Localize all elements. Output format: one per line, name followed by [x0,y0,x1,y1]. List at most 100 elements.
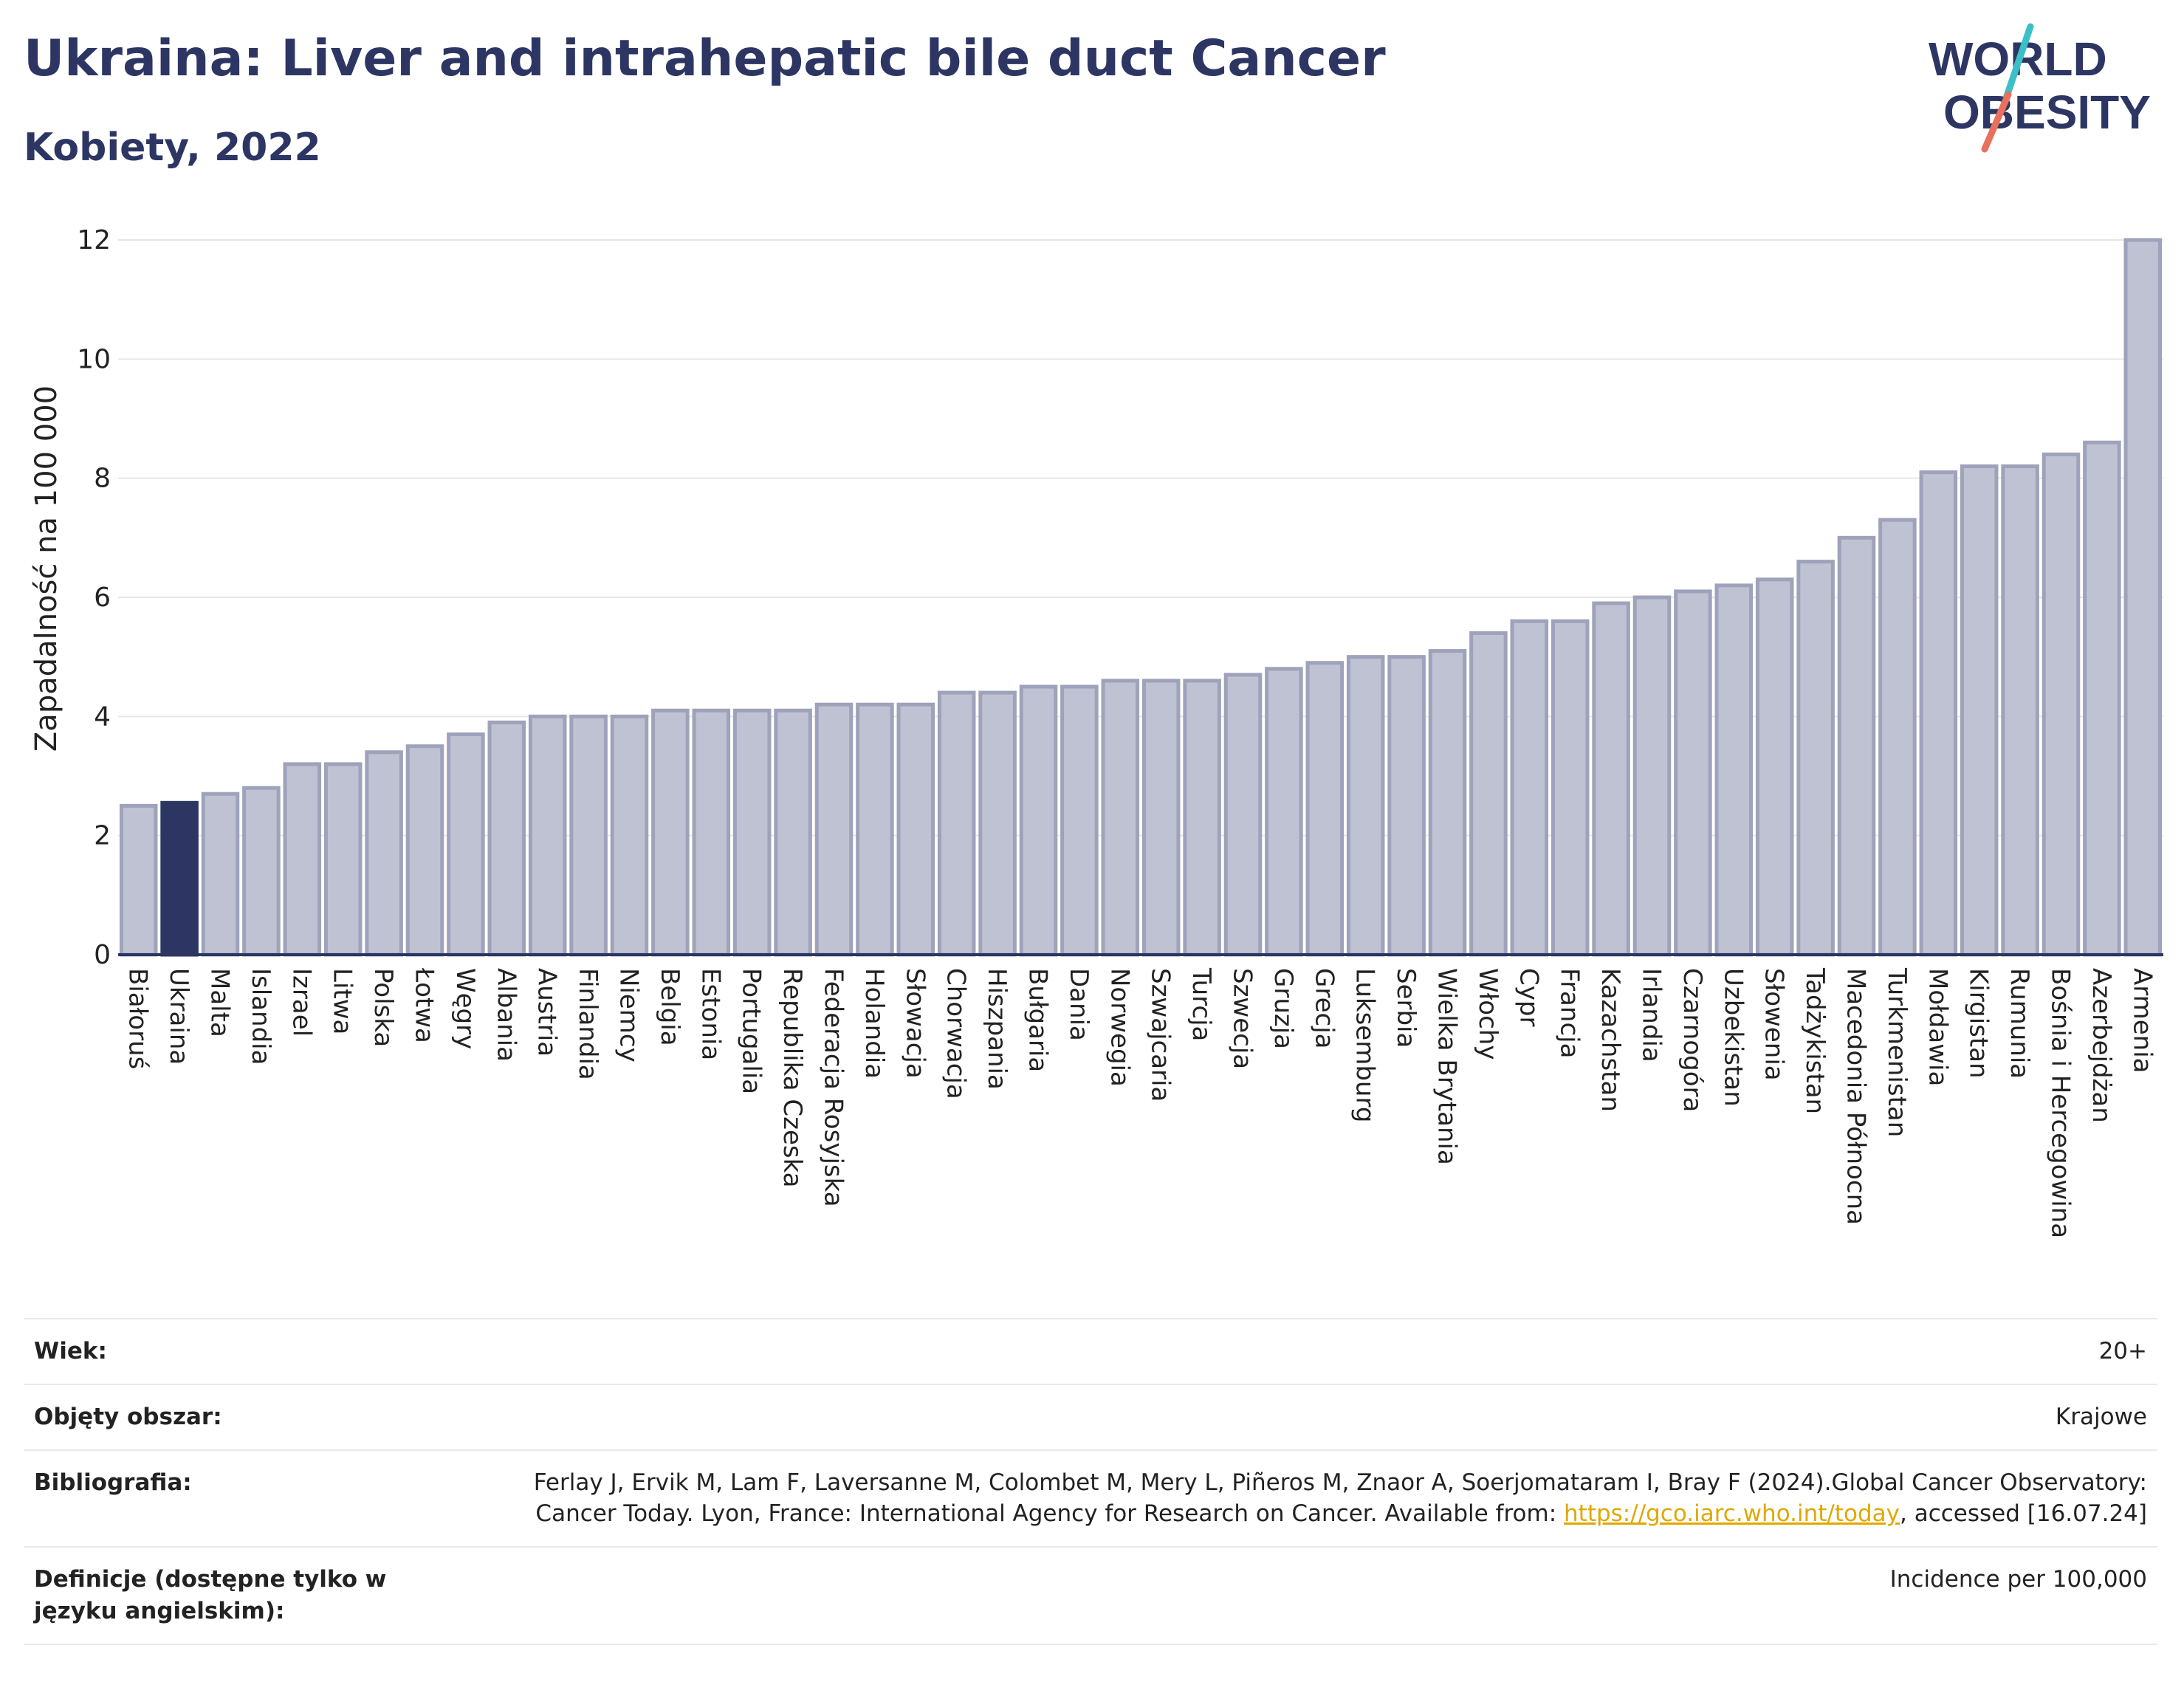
x-tick-label: Litwa [328,968,357,1034]
x-tick-label: Grecja [1309,968,1339,1048]
x-tick-label: Rumunia [2005,968,2034,1079]
bar [1387,655,1426,957]
y-tick-label: 12 [77,225,111,255]
bar [1510,619,1549,957]
bar [1265,667,1303,957]
chart-title: Ukraina: Liver and intrahepatic bile duc… [24,30,1386,88]
bar [937,690,976,957]
meta-row-definitions: Definicje (dostępne tylko w języku angie… [24,1546,2157,1645]
x-tick-label: Federacja Rosyjska [819,968,848,1207]
x-tick-label: Serbia [1391,968,1421,1048]
meta-row-age: Wiek: 20+ [24,1318,2157,1384]
bibliography-value: Ferlay J, Ervik M, Lam F, Laversanne M, … [487,1449,2157,1548]
bar [1019,684,1058,957]
x-tick-label: Albania [491,968,521,1062]
bar [201,792,240,957]
x-tick-label: Norwegia [1105,968,1134,1087]
metadata-table: Wiek: 20+ Objęty obszar: Krajowe Bibliog… [24,1318,2157,1645]
x-tick-label: Portugalia [737,968,766,1094]
bar [2001,464,2039,957]
bar [1960,464,1999,957]
bar [447,732,485,957]
age-label: Wiek: [24,1318,487,1384]
bar [2042,452,2081,957]
y-tick-label: 10 [77,344,111,374]
y-tick-label: 6 [94,583,111,613]
bar [487,720,526,957]
x-tick-label: Islandia [246,968,275,1065]
x-tick-label: Kirgistan [1964,968,1994,1079]
x-tick-label: Cypr [1514,968,1543,1026]
bar [1101,679,1140,957]
x-tick-label: Luksemburg [1350,968,1380,1122]
bar [1346,655,1385,957]
x-tick-label: Azerbejdżan [2087,968,2116,1123]
x-tick-label: Słowacja [900,968,930,1079]
source-link[interactable]: https://gco.iarc.who.int/today [1564,1500,1900,1528]
logo-text-obesity: OBESITY [1943,86,2151,139]
x-tick-label: Holandia [859,968,889,1079]
x-category-labels: Białoruś Ukraina Malta Islandia Izrael Litwa P… [123,967,2157,1238]
bibliography-label: Bibliografia: [24,1449,487,1548]
x-tick-label: Łotwa [410,967,439,1043]
bar [1837,535,1876,957]
x-tick-label: Tadżykistan [1800,967,1830,1114]
bar [1714,583,1754,957]
bar [323,762,363,957]
y-tick-labels: 0 2 4 6 8 10 12 [77,225,111,970]
x-tick-label: Macedonia Północna [1841,968,1871,1225]
age-value: 20+ [487,1318,2157,1384]
y-tick-label: 0 [94,940,111,970]
bar [610,714,649,957]
bar [1223,673,1263,957]
x-tick-label: Malta [205,968,235,1037]
bar [119,803,158,957]
coverage-value: Krajowe [487,1383,2157,1450]
bar [1305,661,1345,957]
x-tick-label: Czarnogóra [1678,968,1707,1112]
bibliography-accessed: , accessed [16.07.24] [1899,1500,2147,1528]
bar [1060,684,1099,957]
bar [1183,679,1221,957]
bar [978,690,1017,957]
bar [365,750,403,957]
logo-slash-coral [1981,91,2012,153]
x-tick-label: Austria [532,968,562,1057]
x-tick-label: Szwecja [1228,968,1257,1069]
y-tick-label: 2 [94,821,111,851]
meta-row-coverage: Objęty obszar: Krajowe [24,1383,2157,1450]
x-tick-label: Dania [1064,968,1093,1041]
bar [242,786,281,957]
x-tick-label: Kazachstan [1596,968,1625,1112]
bar [732,708,772,957]
x-tick-label: Niemcy [614,968,644,1062]
x-tick-label: Słowenia [1759,968,1789,1081]
bar [1755,577,1794,957]
x-tick-label: Armenia [2127,968,2157,1074]
bar [2123,238,2163,957]
bar [1919,470,1958,957]
x-tick-label: Szwajcaria [1146,968,1175,1102]
coverage-label: Objęty obszar: [24,1383,487,1450]
bar [1141,679,1181,957]
x-tick-label: Mołdawia [1923,968,1952,1086]
x-tick-label: Chorwacja [941,968,971,1099]
bar [856,702,894,957]
x-tick-label: Francja [1555,968,1584,1058]
bar [569,714,608,957]
bar [1878,518,1917,957]
x-tick-label: Gruzja [1268,968,1298,1049]
bar [160,800,199,957]
x-tick-label: Włochy [1473,968,1503,1060]
bar [2083,440,2121,957]
x-tick-label: Irlandia [1637,968,1666,1062]
x-tick-label: Bułgaria [1023,968,1053,1072]
bar [1674,589,1712,957]
bar [1428,649,1467,957]
logo-slash-teal [2003,23,2034,100]
bar [405,744,444,957]
bar [1551,619,1590,957]
x-tick-label: Estonia [696,968,725,1060]
bar-chart: 0 2 4 6 8 10 12 Białoruś Ukraina Malta Islandia Iz… [30,225,2163,1238]
bars [119,238,2163,957]
